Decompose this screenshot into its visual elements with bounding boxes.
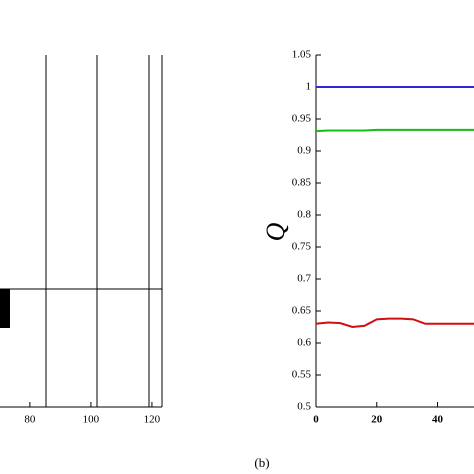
series-line [315,128,474,133]
x-tick-label: 120 [144,414,161,426]
block [0,289,10,328]
x-tick-label: 40 [432,414,444,426]
y-axis-label: Q [261,222,290,241]
x-tick-label: 20 [371,414,383,426]
y-tick-label: 0.8 [297,209,311,221]
x-tick-label: 100 [83,414,100,426]
x-tick-label: 80 [24,414,36,426]
y-tick-label: 0.75 [292,241,312,253]
y-tick-label: 1.05 [292,49,312,61]
y-tick-label: 0.7 [297,273,311,285]
y-tick-label: 0.9 [297,145,311,157]
x-tick-label: 0 [313,414,319,426]
y-tick-label: 1 [306,81,312,93]
y-tick-label: 0.65 [292,305,312,317]
y-tick-label: 0.5 [297,401,311,413]
y-tick-label: 0.55 [292,369,312,381]
y-tick-label: 0.95 [292,113,312,125]
y-tick-label: 0.85 [292,177,312,189]
y-tick-label: 0.6 [297,337,311,349]
caption: (b) [254,455,269,470]
series-line [315,317,474,329]
